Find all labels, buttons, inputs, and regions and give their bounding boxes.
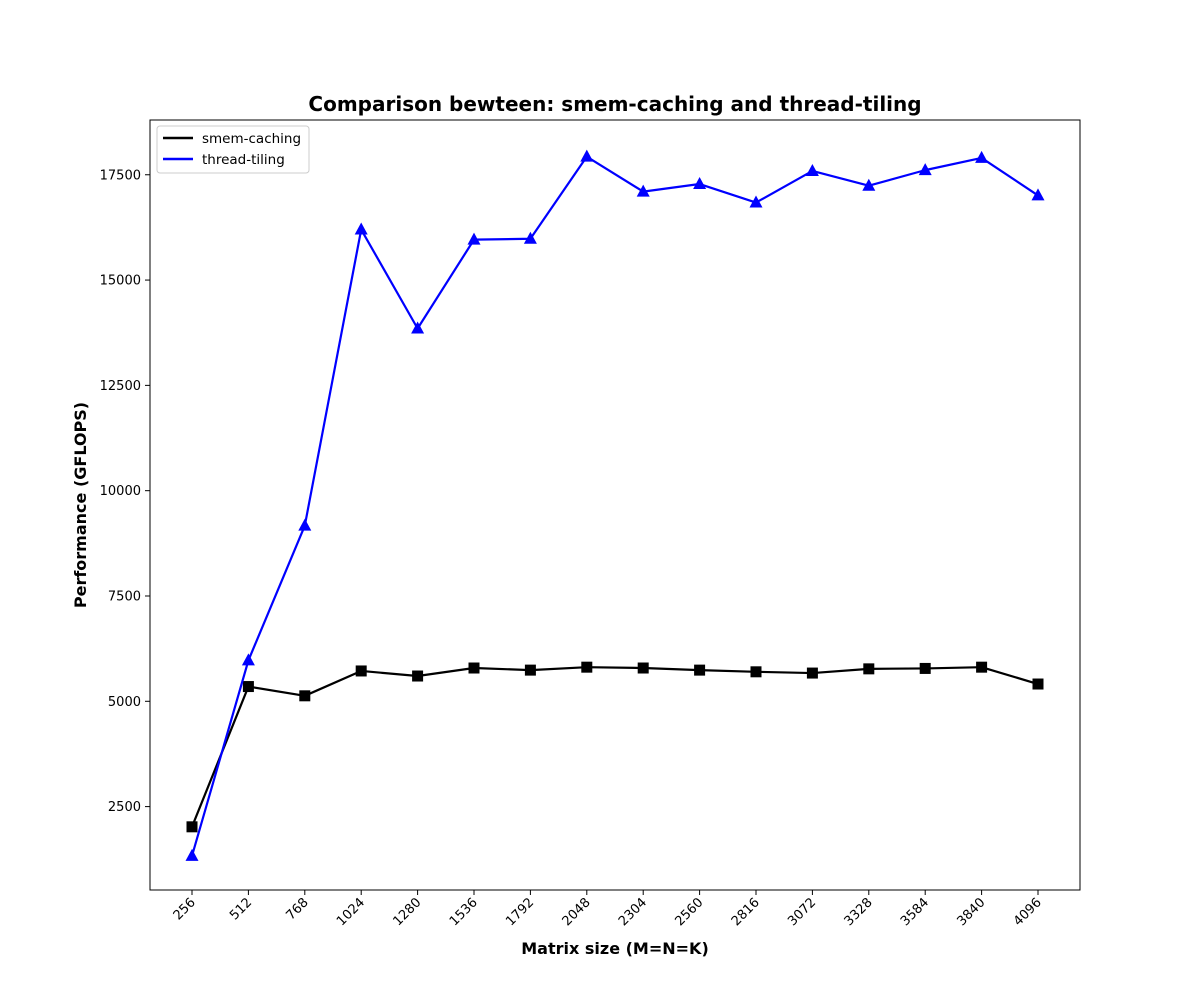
x-tick-label: 4096 xyxy=(1011,895,1045,929)
y-tick-label: 10000 xyxy=(100,484,141,499)
data-point-thread-tiling xyxy=(467,232,481,245)
y-tick-label: 7500 xyxy=(108,589,141,604)
series-line-smem-caching xyxy=(190,666,1039,828)
data-point-thread-tiling xyxy=(805,163,819,176)
y-tick-label: 2500 xyxy=(108,800,141,815)
x-tick-label: 256 xyxy=(171,895,199,923)
data-point-thread-tiling xyxy=(975,150,989,163)
x-tick-label: 1536 xyxy=(447,895,481,929)
y-tick-label: 15000 xyxy=(100,274,141,289)
data-point-smem-caching xyxy=(919,662,931,674)
data-point-smem-caching xyxy=(299,690,311,702)
data-point-smem-caching xyxy=(976,661,988,673)
x-tick-label: 512 xyxy=(227,895,255,923)
data-point-thread-tiling xyxy=(411,321,425,334)
data-point-thread-tiling xyxy=(918,163,932,176)
data-point-thread-tiling xyxy=(185,848,199,861)
y-axis-label: Performance (GFLOPS) xyxy=(71,402,90,608)
data-point-smem-caching xyxy=(750,666,762,678)
x-tick-label: 2816 xyxy=(729,895,763,929)
y-tick-label: 17500 xyxy=(100,168,141,183)
data-point-smem-caching xyxy=(581,661,593,673)
legend-label-thread-tiling: thread-tiling xyxy=(202,152,285,168)
x-tick-label: 1024 xyxy=(334,895,368,929)
data-point-smem-caching xyxy=(806,667,818,679)
data-point-thread-tiling xyxy=(241,653,255,666)
x-tick-label: 2048 xyxy=(560,895,594,929)
series-line-thread-tiling xyxy=(190,155,1039,857)
chart-title: Comparison bewteen: smem-caching and thr… xyxy=(308,92,921,116)
data-point-thread-tiling xyxy=(636,184,650,197)
x-tick-label: 3584 xyxy=(898,895,932,929)
data-point-smem-caching xyxy=(524,664,536,676)
data-point-thread-tiling xyxy=(1031,188,1045,201)
data-point-thread-tiling xyxy=(523,231,537,244)
data-point-smem-caching xyxy=(637,662,649,674)
x-tick-label: 1280 xyxy=(390,895,424,929)
data-point-thread-tiling xyxy=(354,222,368,235)
x-tick-label: 3328 xyxy=(842,895,876,929)
x-axis: 256 512 768 1024 1280 1536 1792 2048 2304 2560 281… xyxy=(171,890,1045,929)
x-tick-label: 768 xyxy=(283,895,311,923)
data-point-smem-caching xyxy=(1032,678,1044,690)
data-point-thread-tiling xyxy=(862,178,876,191)
x-axis-label: Matrix size (M=N=K) xyxy=(521,939,709,958)
series-thread-tiling xyxy=(185,149,1045,861)
data-point-smem-caching xyxy=(694,664,706,676)
data-point-smem-caching xyxy=(355,665,367,677)
series-smem-caching xyxy=(186,661,1044,833)
x-tick-label: 1792 xyxy=(503,895,537,929)
legend-box xyxy=(156,125,310,174)
x-tick-label: 2304 xyxy=(616,895,650,929)
x-tick-label: 3840 xyxy=(954,895,988,929)
y-tick-label: 12500 xyxy=(100,379,141,394)
data-point-thread-tiling xyxy=(749,195,763,208)
data-point-smem-caching xyxy=(186,821,198,833)
y-axis: 2500 5000 7500 10000 12500 15000 17500 xyxy=(100,168,150,815)
y-tick-label: 5000 xyxy=(108,695,141,710)
x-tick-label: 3072 xyxy=(785,895,819,929)
plot-area xyxy=(149,119,1081,891)
data-point-smem-caching xyxy=(242,681,254,693)
series-layer xyxy=(185,149,1045,861)
data-point-thread-tiling xyxy=(298,518,312,531)
data-point-thread-tiling xyxy=(693,177,707,190)
data-point-smem-caching xyxy=(468,662,480,674)
data-point-thread-tiling xyxy=(580,149,594,162)
legend: smem-caching thread-tiling xyxy=(156,125,310,174)
data-point-smem-caching xyxy=(863,663,875,675)
data-point-smem-caching xyxy=(412,670,424,682)
x-tick-label: 2560 xyxy=(672,895,706,929)
legend-label-smem-caching: smem-caching xyxy=(202,131,301,147)
